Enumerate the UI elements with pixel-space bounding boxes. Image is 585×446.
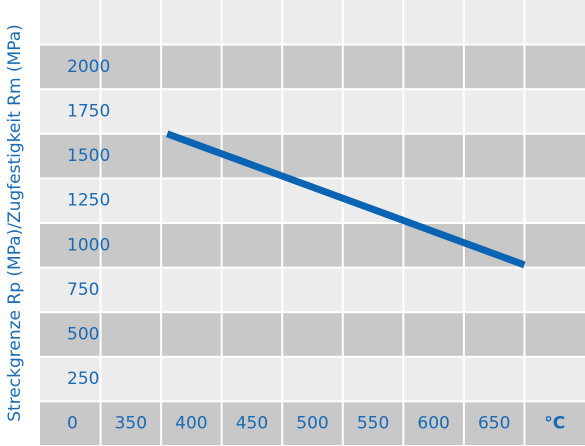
x-tick-label: 350 — [115, 414, 147, 434]
grid-band — [40, 90, 585, 133]
x-tick-label: 500 — [296, 414, 328, 434]
y-tick-label: 1250 — [67, 191, 110, 211]
grid-band — [40, 402, 585, 445]
grid-band — [40, 357, 585, 401]
x-tick-label: 450 — [236, 414, 268, 434]
grid-band — [40, 45, 585, 89]
grid-band — [40, 134, 585, 178]
y-tick-label: 250 — [67, 369, 99, 389]
x-tick-label: 400 — [175, 414, 207, 434]
x-tick-label: 600 — [417, 414, 449, 434]
grid-band — [40, 268, 585, 312]
y-tick-label: 750 — [67, 280, 99, 300]
y-tick-label: 1750 — [67, 102, 110, 122]
y-tick-label: 1500 — [67, 146, 110, 166]
y-tick-label: 0 — [67, 414, 78, 434]
y-tick-label: 1000 — [67, 235, 110, 255]
y-tick-label: 500 — [67, 325, 99, 345]
y-tick-label: 2000 — [67, 57, 110, 77]
x-unit: °C — [544, 414, 565, 434]
x-tick-label: 650 — [478, 414, 510, 434]
grid-band — [40, 0, 585, 44]
x-tick-label: 550 — [357, 414, 389, 434]
y-axis-title: Streckgrenze Rp (MPa)/Zugfestigkeit Rm (… — [5, 24, 25, 422]
grid-band — [40, 313, 585, 356]
data-line — [165, 130, 526, 269]
grid-band — [40, 224, 585, 267]
